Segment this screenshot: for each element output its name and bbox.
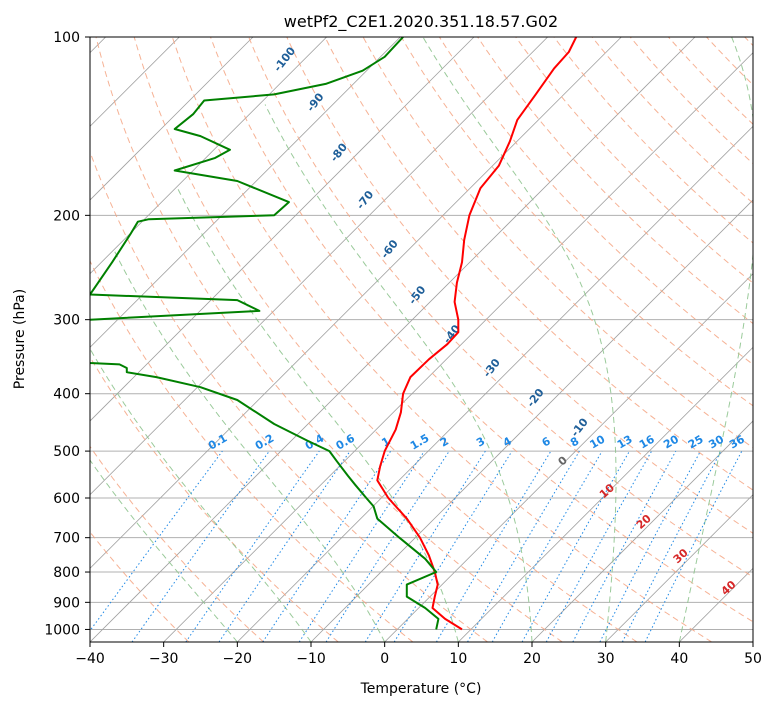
moist-adiabat-line — [422, 37, 617, 642]
isotherm-line — [458, 346, 753, 642]
y-tick-label: 500 — [53, 444, 80, 460]
y-tick-label: 200 — [53, 208, 80, 224]
temperature-profile — [376, 37, 578, 631]
mixing-ratio-line — [131, 450, 270, 642]
isotherm-line — [90, 37, 696, 642]
dewpoint-profile — [90, 37, 440, 630]
mixing-ratio-line — [393, 450, 513, 642]
mixing-ratio-line — [185, 450, 320, 642]
y-tick-label: 100 — [53, 30, 80, 46]
mixing-ratio-line — [90, 450, 223, 632]
x-tick-label: 10 — [449, 651, 467, 667]
mixing-ratio-line — [545, 450, 653, 642]
dry-adiabat-line — [515, 37, 753, 284]
x-tick-label: −20 — [223, 651, 253, 667]
dry-adiabat-lines — [90, 37, 753, 642]
mixing-ratio-line — [218, 450, 351, 642]
dry-adiabat-line — [90, 356, 339, 642]
y-axis-ticks: 100 200 300 400 500 600 700 800 900 1000 — [44, 30, 90, 638]
dry-adiabat-line — [248, 37, 753, 578]
y-tick-label: 700 — [53, 531, 80, 547]
x-tick-label: 30 — [597, 651, 615, 667]
isotherm-line — [90, 37, 548, 496]
isotherm-line — [237, 125, 753, 642]
y-tick-label: 1000 — [44, 622, 80, 638]
dry-adiabat-line — [324, 37, 753, 491]
x-tick-label: −30 — [149, 651, 179, 667]
moist-adiabat-line — [177, 187, 459, 642]
dry-adiabat-line — [171, 37, 712, 642]
plot-frame — [89, 36, 754, 643]
isotherm-lines — [90, 37, 753, 642]
mixing-ratio-lines — [90, 450, 743, 642]
moist-adiabat-line — [678, 37, 753, 642]
moist-adiabat-line — [264, 104, 533, 642]
y-tick-label: 300 — [53, 313, 80, 329]
isotherm-line — [90, 37, 401, 348]
y-axis-label: Pressure (hPa) — [12, 289, 28, 389]
isotherm-line — [384, 273, 753, 642]
x-axis-ticks: −40 −30 −20 −10 0 10 20 30 40 50 — [75, 642, 762, 667]
mixing-ratio-line — [262, 450, 392, 642]
x-tick-label: 0 — [380, 651, 389, 667]
x-tick-label: −40 — [75, 651, 105, 667]
dry-adiabat-line — [90, 445, 264, 642]
y-tick-label: 800 — [53, 565, 80, 581]
isotherm-line — [90, 37, 327, 275]
mixing-ratio-line — [521, 450, 630, 642]
isotherm-line — [605, 494, 753, 642]
mixing-ratio-line — [325, 450, 450, 642]
x-tick-label: −10 — [296, 651, 326, 667]
isotherm-line — [90, 37, 475, 422]
moist-adiabat-line — [114, 251, 386, 642]
sounding-profiles — [90, 37, 578, 631]
y-tick-label: 400 — [53, 387, 80, 403]
chart-title: wetPf2_C2E1.2020.351.18.57.G02 — [284, 12, 558, 32]
x-tick-label: 40 — [670, 651, 688, 667]
dry-adiabat-line — [133, 37, 638, 642]
isotherm-line — [531, 420, 753, 642]
x-tick-label: 50 — [744, 651, 762, 667]
mixing-ratio-line — [298, 450, 425, 642]
x-tick-label: 20 — [523, 651, 541, 667]
isotherm-line — [90, 37, 254, 201]
mixing-ratio-line — [572, 450, 677, 642]
isotherm-line — [163, 52, 753, 642]
x-axis-label: Temperature (°C) — [360, 681, 482, 697]
y-tick-label: 900 — [53, 595, 80, 611]
mixing-ratio-line — [644, 450, 743, 642]
dry-adiabat-line — [95, 37, 563, 642]
dry-adiabat-line — [286, 37, 753, 534]
y-tick-label: 600 — [53, 491, 80, 507]
moist-adiabat-line — [90, 459, 238, 642]
dry-adiabat-line — [210, 37, 753, 623]
pressure-gridlines — [90, 37, 753, 630]
isotherm-line — [90, 37, 622, 569]
